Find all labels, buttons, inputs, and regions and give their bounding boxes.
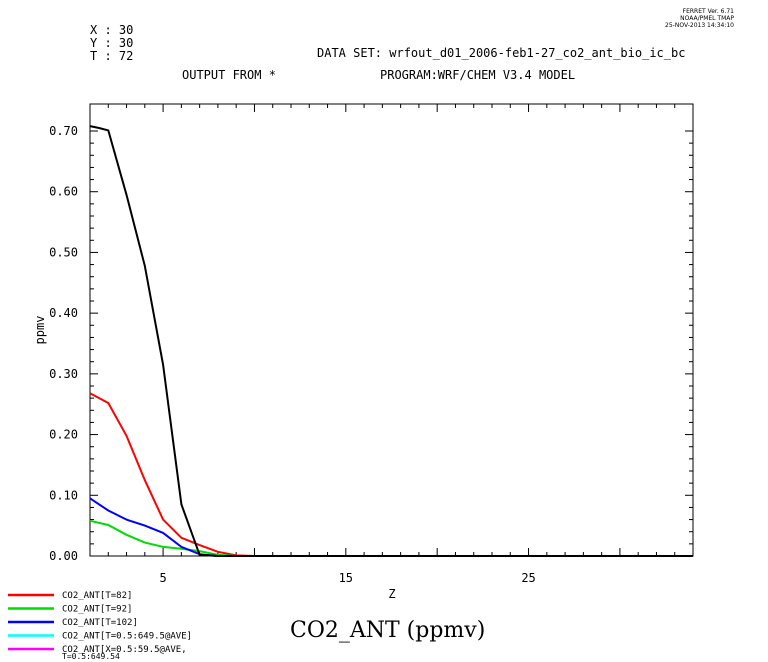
x-axis-label: Z [388,587,395,601]
output-from-label: OUTPUT FROM * [182,68,276,82]
legend-label-2: CO2_ANT[T=102] [62,618,138,628]
legend-label-cont-4: T=0.5:649.54 [62,652,120,661]
program-label: PROGRAM:WRF/CHEM V3.4 MODEL [380,68,576,82]
ferret-version: FERRET Ver. 6.71 [682,8,734,15]
series-line-1 [89,519,693,557]
x-tick-label: 25 [521,571,535,585]
coord-t: T : 72 [90,49,134,63]
legend-label-1: CO2_ANT[T=92] [62,605,132,615]
y-tick-label: 0.50 [49,245,78,259]
series-line-2 [89,497,693,557]
legend-label-3: CO2_ANT[T=0.5:649.5@AVE] [62,632,192,642]
y-tick-label: 0.70 [49,124,78,138]
y-axis-label: ppmv [33,316,47,345]
coord-y: Y : 30 [90,36,134,50]
x-tick-label: 15 [339,571,353,585]
y-tick-label: 0.60 [49,185,78,199]
ferret-timestamp: 25-NOV-2013 14:34:10 [665,22,734,29]
ferret-org: NOAA/PMEL TMAP [680,15,734,22]
y-tick-label: 0.00 [49,549,78,563]
plot-frame [89,103,694,557]
y-tick-label: 0.40 [49,306,78,320]
legend-label-0: CO2_ANT[T=82] [62,591,132,601]
y-tick-label: 0.30 [49,367,78,381]
legend-label-4: CO2_ANT[X=0.5:59.5@AVE, [62,645,187,655]
footer-title: CO2_ANT (ppmv) [290,618,486,643]
series-line-3 [89,125,693,557]
y-tick-label: 0.20 [49,428,78,442]
dataset-label: DATA SET: wrfout_d01_2006-feb1-27_co2_an… [317,46,686,60]
coord-x: X : 30 [90,23,134,37]
series-line-0 [89,392,693,557]
y-tick-label: 0.10 [49,488,78,502]
x-tick-label: 5 [159,571,166,585]
